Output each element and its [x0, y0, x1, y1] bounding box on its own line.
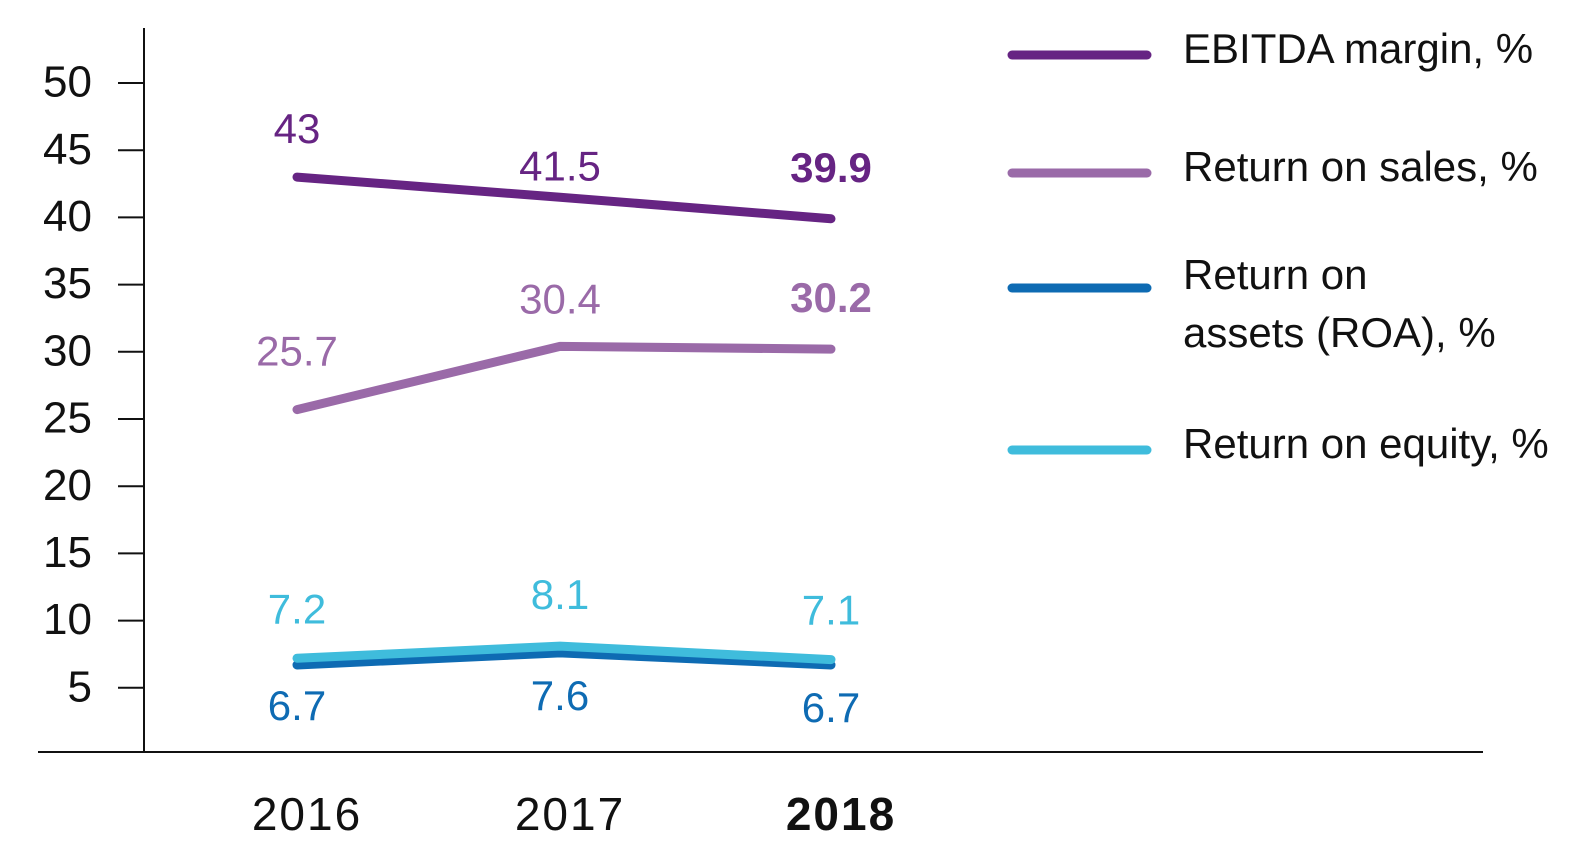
data-label: 25.7: [256, 328, 338, 375]
series-line: [292, 648, 836, 670]
y-tick-label: 10: [43, 595, 92, 644]
y-tick-label: 5: [68, 662, 92, 711]
data-label: 30.4: [519, 276, 601, 323]
y-tick-label: 35: [43, 259, 92, 308]
y-tick-label: 15: [43, 528, 92, 577]
series-line: [292, 341, 836, 415]
data-label: 7.1: [802, 587, 860, 634]
legend-label: Return on sales, %: [1183, 143, 1538, 190]
x-tick-label: 2017: [515, 788, 625, 840]
legend-label: assets (ROA), %: [1183, 309, 1496, 356]
data-label: 6.7: [268, 682, 326, 729]
x-tick-label: 2016: [252, 788, 362, 840]
legend-label: Return on equity, %: [1183, 420, 1549, 467]
data-label: 30.2: [790, 274, 872, 321]
y-tick-label: 30: [43, 326, 92, 375]
data-label: 8.1: [531, 571, 589, 618]
y-tick-label: 25: [43, 394, 92, 443]
legend-label: EBITDA margin, %: [1183, 25, 1533, 72]
data-label: 41.5: [519, 142, 601, 189]
y-tick-label: 45: [43, 125, 92, 174]
data-label: 6.7: [802, 684, 860, 731]
legend-label: Return on: [1183, 251, 1367, 298]
y-tick-label: 40: [43, 192, 92, 241]
data-label: 39.9: [790, 144, 872, 191]
series-line: [292, 172, 836, 224]
x-tick-label: 2018: [786, 788, 896, 840]
y-tick-label: 20: [43, 461, 92, 510]
data-label: 7.6: [531, 672, 589, 719]
data-label: 43: [274, 105, 321, 152]
series-line: [292, 641, 836, 665]
data-label: 7.2: [268, 585, 326, 632]
y-tick-label: 50: [43, 58, 92, 107]
